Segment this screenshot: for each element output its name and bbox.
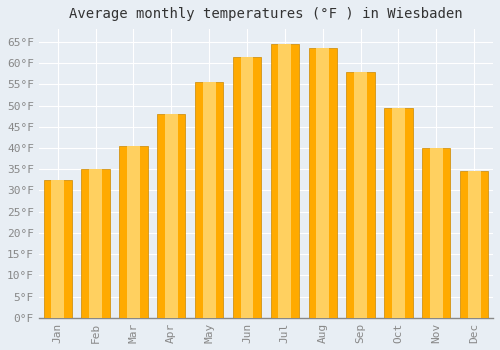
Bar <box>384 108 412 318</box>
Bar <box>165 114 177 318</box>
Bar <box>468 172 480 318</box>
Bar <box>44 180 72 318</box>
Bar <box>127 146 140 318</box>
Bar <box>89 169 102 318</box>
Bar <box>195 82 224 318</box>
Bar <box>157 114 186 318</box>
Bar <box>430 148 442 318</box>
Bar <box>460 172 488 318</box>
Bar <box>354 71 367 318</box>
Bar <box>52 180 64 318</box>
Bar <box>392 108 405 318</box>
Bar <box>233 57 261 318</box>
Bar <box>278 44 291 318</box>
Bar <box>119 146 148 318</box>
Bar <box>308 48 337 318</box>
Bar <box>316 48 329 318</box>
Bar <box>346 71 375 318</box>
Title: Average monthly temperatures (°F ) in Wiesbaden: Average monthly temperatures (°F ) in Wi… <box>69 7 462 21</box>
Bar <box>240 57 254 318</box>
Bar <box>270 44 299 318</box>
Bar <box>203 82 215 318</box>
Bar <box>82 169 110 318</box>
Bar <box>422 148 450 318</box>
